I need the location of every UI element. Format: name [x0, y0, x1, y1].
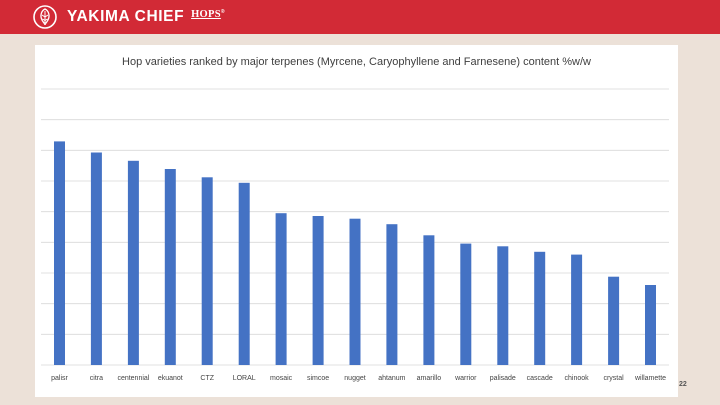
category-label: ahtanum — [378, 375, 405, 382]
category-label: ekuanot — [158, 375, 183, 382]
category-label: chinook — [565, 375, 590, 382]
category-label: citra — [90, 375, 103, 382]
category-label: palisr — [51, 375, 68, 382]
header-bar: YAKIMA CHIEF HOPS® — [0, 0, 720, 34]
bar-simcoe — [312, 216, 324, 365]
category-label: simcoe — [307, 375, 329, 382]
chart-title: Hop varieties ranked by major terpenes (… — [122, 56, 591, 68]
bar-crystal — [608, 276, 620, 365]
bar-willamette — [645, 285, 656, 365]
chart-panel: Hop varieties ranked by major terpenes (… — [35, 45, 678, 397]
bar-ctz — [201, 177, 213, 365]
category-label: cascade — [527, 375, 553, 382]
page-number: 22 — [679, 381, 687, 388]
bar-citra — [90, 152, 102, 365]
category-label: crystal — [603, 375, 624, 382]
category-label: LORAL — [233, 375, 256, 382]
bar-amarillo — [423, 235, 435, 365]
bar-palisade — [497, 246, 509, 365]
category-label: mosaic — [270, 375, 293, 382]
category-label: willamette — [634, 375, 666, 382]
brand-name: YAKIMA CHIEF — [67, 8, 185, 25]
category-label: warrior — [454, 375, 477, 382]
bar-nugget — [349, 218, 361, 365]
category-label: amarillo — [417, 375, 442, 382]
bar-ekuanot — [164, 169, 176, 365]
category-label: centennial — [117, 375, 149, 382]
brand-suffix: HOPS — [191, 9, 221, 20]
category-label: CTZ — [200, 375, 214, 382]
brand-trademark: ® — [220, 9, 226, 15]
bar-warrior — [460, 243, 472, 365]
bar-cascade — [534, 251, 546, 365]
bar-ahtanum — [386, 224, 398, 365]
bar-chinook — [571, 254, 583, 365]
category-label: nugget — [344, 375, 365, 382]
bar-palisr — [54, 141, 65, 365]
bar-mosaic — [275, 213, 287, 365]
hop-logo-icon — [33, 5, 57, 29]
bar-loral — [238, 182, 250, 365]
category-label: palisade — [490, 375, 516, 382]
bar-centennial — [127, 160, 139, 365]
brand-logo: YAKIMA CHIEF HOPS® — [67, 8, 225, 26]
bar-chart: palisr citra centennial ekuanot CTZ LORAL mosa… — [41, 88, 669, 382]
